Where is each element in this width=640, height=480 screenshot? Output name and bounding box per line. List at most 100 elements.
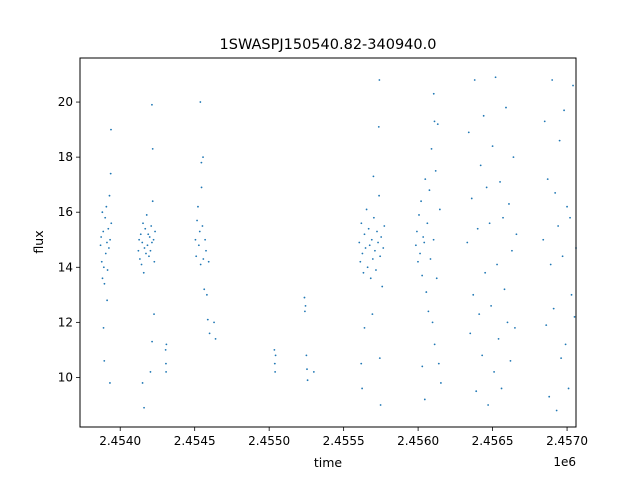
chart-title: 1SWASPJ150540.82-340940.0: [220, 37, 437, 53]
data-point: [197, 205, 199, 208]
data-point: [548, 395, 551, 398]
data-point: [153, 313, 155, 315]
data-point: [363, 233, 366, 236]
data-point: [434, 170, 437, 172]
plot-frame: [79, 57, 577, 428]
data-point: [433, 343, 436, 346]
data-point: [376, 230, 378, 233]
data-point: [207, 260, 210, 263]
data-point: [100, 260, 103, 263]
data-point: [152, 238, 155, 241]
data-point: [199, 101, 202, 103]
data-point: [427, 310, 430, 313]
data-point: [380, 236, 383, 238]
data-point: [561, 255, 564, 258]
data-point: [379, 404, 382, 406]
data-point: [417, 260, 419, 263]
data-point: [567, 387, 570, 390]
y-tick-label: 12: [58, 315, 73, 329]
data-point: [364, 247, 367, 249]
data-point: [506, 321, 509, 324]
x-tick-label: 2.4560: [397, 434, 439, 448]
data-point: [200, 186, 203, 189]
data-point: [423, 398, 426, 401]
data-point: [138, 238, 141, 241]
data-point: [145, 252, 147, 255]
data-point: [511, 249, 513, 252]
data-point: [202, 258, 205, 260]
data-point: [420, 200, 422, 203]
data-point: [208, 332, 211, 335]
data-point: [552, 307, 555, 310]
data-point: [101, 277, 104, 280]
data-point: [141, 241, 144, 244]
data-point: [546, 178, 549, 181]
data-point: [493, 371, 495, 373]
data-point: [361, 387, 364, 390]
data-point: [378, 79, 381, 81]
x-tick-label: 2.4545: [174, 434, 216, 448]
data-point: [109, 238, 111, 241]
data-point: [555, 409, 558, 412]
data-point: [146, 244, 149, 247]
data-point: [145, 214, 148, 216]
data-point: [426, 222, 429, 225]
data-point: [473, 79, 476, 81]
data-point: [551, 79, 554, 81]
data-point: [514, 326, 516, 329]
data-point: [424, 178, 427, 181]
data-point: [149, 249, 152, 252]
data-point: [109, 382, 111, 384]
data-point: [467, 131, 470, 134]
data-point: [374, 249, 376, 252]
data-point: [432, 238, 435, 241]
data-point: [478, 313, 481, 315]
data-point: [487, 404, 490, 406]
data-point: [106, 241, 108, 244]
data-point: [368, 244, 371, 247]
data-point: [502, 216, 504, 219]
data-point: [545, 324, 548, 327]
data-point: [363, 326, 366, 329]
data-point: [436, 123, 439, 125]
data-point: [150, 225, 153, 227]
data-point: [304, 310, 306, 313]
data-point: [305, 354, 308, 357]
data-point: [102, 230, 105, 233]
data-point: [381, 285, 384, 288]
data-point: [206, 318, 209, 321]
x-tick-label: 2.4550: [248, 434, 290, 448]
data-point: [512, 156, 515, 159]
data-point: [273, 349, 276, 351]
data-point: [438, 208, 441, 211]
data-point: [196, 219, 198, 222]
data-point: [102, 266, 105, 269]
data-point: [414, 244, 417, 247]
data-point: [372, 216, 375, 219]
data-point: [549, 263, 552, 266]
data-point: [151, 147, 154, 150]
data-point: [366, 266, 369, 269]
data-point: [153, 260, 156, 263]
data-point: [165, 343, 168, 346]
data-point: [566, 205, 568, 208]
y-tick-label: 16: [58, 205, 73, 219]
data-point: [378, 194, 380, 197]
data-point: [499, 181, 501, 183]
data-point: [435, 277, 438, 280]
data-point: [476, 227, 479, 230]
x-tick-label: 2.4570: [546, 434, 588, 448]
data-point: [306, 368, 308, 371]
data-point: [142, 222, 144, 225]
data-point: [151, 340, 153, 343]
data-point: [418, 214, 420, 216]
data-point: [558, 139, 561, 142]
data-point: [151, 200, 154, 203]
data-point: [200, 161, 203, 164]
data-point: [101, 211, 104, 214]
data-point: [440, 382, 442, 384]
data-point: [419, 252, 421, 255]
y-tick-label: 18: [58, 150, 73, 164]
data-point: [430, 147, 433, 150]
